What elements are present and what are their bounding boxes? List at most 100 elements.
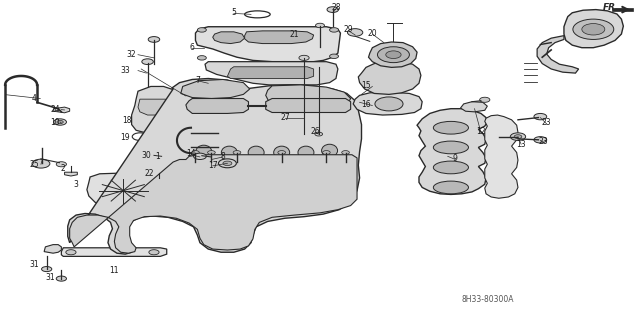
Circle shape [42,267,52,271]
Text: 7: 7 [195,76,200,85]
Polygon shape [87,173,157,207]
Circle shape [348,29,363,36]
Circle shape [193,153,206,160]
Circle shape [582,24,605,35]
Circle shape [147,152,162,159]
Circle shape [148,37,160,42]
Circle shape [32,159,50,168]
Polygon shape [417,109,487,195]
Polygon shape [358,62,421,94]
Circle shape [223,161,232,166]
Polygon shape [205,62,338,85]
Circle shape [316,23,324,28]
Circle shape [315,132,323,136]
Circle shape [56,276,67,281]
Circle shape [54,119,67,125]
Circle shape [278,151,285,154]
Circle shape [534,114,547,120]
Polygon shape [68,78,362,254]
Circle shape [142,59,154,64]
Circle shape [330,54,339,58]
Text: 11: 11 [109,265,119,275]
Circle shape [155,177,164,182]
Ellipse shape [433,122,468,134]
Circle shape [378,47,410,63]
Text: 8H33-80300A: 8H33-80300A [462,295,515,304]
Text: 1: 1 [155,152,159,161]
Polygon shape [195,27,340,62]
Ellipse shape [433,181,468,194]
Text: 17: 17 [208,161,218,170]
Circle shape [375,97,403,111]
Circle shape [386,51,401,58]
Ellipse shape [433,161,468,174]
Polygon shape [484,115,518,198]
Circle shape [191,151,199,154]
Text: 21: 21 [290,31,300,40]
Polygon shape [61,248,167,256]
Polygon shape [212,32,244,44]
Text: 31: 31 [29,260,38,270]
Text: 16: 16 [361,100,371,109]
Text: 4: 4 [31,94,36,103]
Circle shape [233,151,241,154]
Circle shape [149,250,159,255]
Ellipse shape [298,146,314,159]
Circle shape [514,135,522,138]
Polygon shape [180,79,250,99]
Text: 15: 15 [361,81,371,90]
Text: 19: 19 [120,133,130,142]
Circle shape [66,250,76,255]
Polygon shape [186,99,248,114]
Text: 28: 28 [332,3,340,12]
Polygon shape [266,99,351,113]
Text: 6: 6 [190,43,195,52]
Circle shape [342,151,349,154]
Text: 29: 29 [344,26,353,34]
Polygon shape [353,92,422,115]
Ellipse shape [274,146,290,159]
Ellipse shape [248,146,264,159]
Polygon shape [227,67,314,78]
Circle shape [327,7,339,12]
Polygon shape [70,155,357,253]
Polygon shape [44,245,61,253]
Polygon shape [132,86,176,132]
Text: 23: 23 [539,137,548,145]
Circle shape [330,28,339,32]
Text: 14: 14 [186,149,196,158]
Circle shape [573,19,614,40]
Text: 27: 27 [280,113,290,122]
Text: 23: 23 [542,118,552,128]
Polygon shape [266,85,351,109]
Text: 33: 33 [120,66,130,75]
Ellipse shape [221,146,237,159]
Ellipse shape [196,145,212,158]
Circle shape [218,159,236,168]
Polygon shape [564,10,623,48]
Text: 31: 31 [45,272,55,281]
Polygon shape [138,99,168,115]
Polygon shape [461,102,487,112]
Text: 18: 18 [122,116,132,125]
Circle shape [197,28,206,32]
Polygon shape [244,31,314,44]
Circle shape [510,133,525,140]
Circle shape [56,162,67,167]
Ellipse shape [321,144,337,157]
Polygon shape [369,42,417,67]
Circle shape [323,151,330,154]
Text: 10: 10 [50,118,60,128]
Circle shape [197,56,206,60]
Polygon shape [54,107,70,113]
Text: 30: 30 [141,151,151,160]
Circle shape [479,97,490,102]
Polygon shape [612,8,633,11]
Circle shape [299,55,309,60]
Circle shape [534,137,547,143]
Text: 3: 3 [74,180,79,189]
Text: 8: 8 [221,152,225,161]
Text: 13: 13 [516,140,526,149]
Polygon shape [537,36,579,73]
Ellipse shape [433,141,468,154]
